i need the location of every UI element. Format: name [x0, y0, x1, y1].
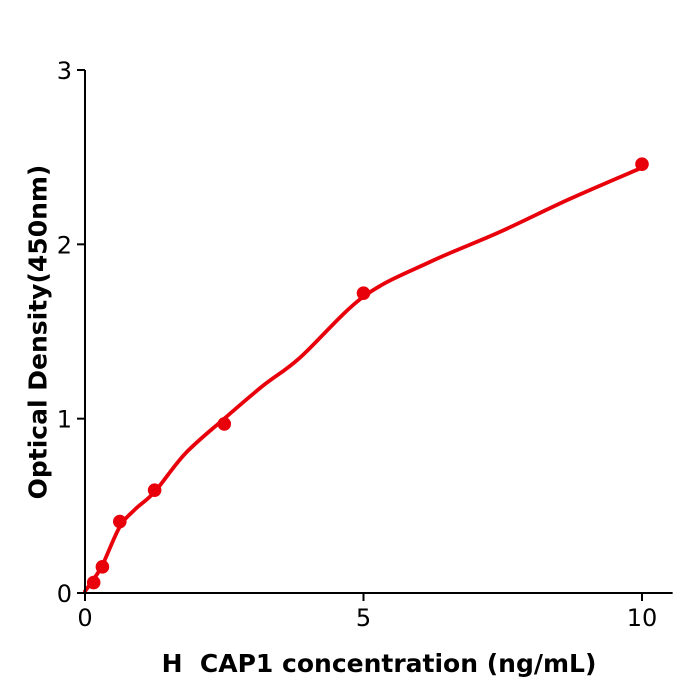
y-tick-label: 0 — [57, 580, 72, 608]
data-point — [95, 560, 110, 574]
data-point — [217, 417, 232, 431]
y-tick-label: 2 — [57, 231, 72, 259]
data-point — [113, 514, 127, 529]
x-tick-label: 10 — [627, 604, 658, 632]
data-point — [147, 483, 162, 497]
data-point — [356, 286, 371, 300]
x-axis-title: H CAP1 concentration (ng/mL) — [161, 649, 597, 678]
fit-curve-path — [83, 165, 644, 594]
y-tick-label: 1 — [57, 406, 72, 434]
x-tick-label: 0 — [77, 604, 92, 632]
data-point — [86, 575, 101, 590]
data-point — [635, 157, 649, 171]
x-tick-label: 5 — [356, 604, 371, 632]
y-tick-label: 3 — [57, 57, 72, 85]
y-axis-title: Optical Density(450nm) — [23, 164, 53, 500]
